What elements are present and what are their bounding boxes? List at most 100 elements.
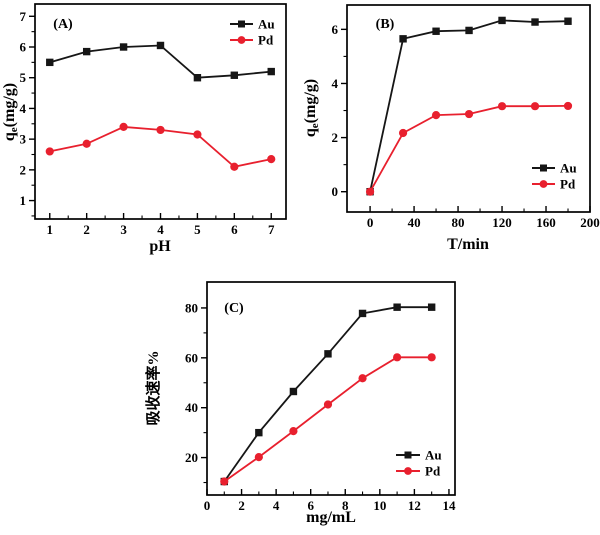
marker-square bbox=[82, 47, 91, 56]
marker-circle bbox=[497, 102, 507, 111]
marker-square bbox=[427, 303, 436, 311]
marker-circle bbox=[539, 180, 548, 188]
marker-square bbox=[238, 20, 245, 28]
x-tick-label: 40 bbox=[408, 215, 421, 230]
x-axis-label: pH bbox=[149, 238, 171, 255]
panel-label: (C) bbox=[224, 301, 244, 316]
marker-circle bbox=[464, 109, 474, 119]
y-axis-label: 吸收速率% bbox=[144, 350, 162, 425]
marker-square bbox=[230, 71, 239, 79]
chart-panel-a: 1 2 3 4 5 6 7 1 2 3 4 5 6 7 pH qe(mg/g) (A) Au Pd bbox=[0, 0, 300, 260]
marker-circle bbox=[230, 162, 239, 171]
marker-square bbox=[267, 67, 275, 76]
series-au bbox=[46, 41, 275, 82]
y-tick-label: 20 bbox=[185, 450, 198, 465]
y-tick-label: 5 bbox=[20, 70, 27, 85]
chart-panel-b: 0 40 80 120 160 200 0 2 4 6 T/min qe(mg/g) (B) Au Pd bbox=[300, 0, 600, 260]
y-axis-label: qe(mg/g) bbox=[1, 83, 20, 141]
axis-box bbox=[206, 281, 456, 496]
marker-circle bbox=[237, 36, 246, 44]
x-tick-label: 0 bbox=[204, 498, 211, 513]
tick-labels: 1 2 3 4 5 6 7 1 2 3 4 5 6 7 bbox=[20, 9, 275, 237]
marker-square bbox=[119, 43, 128, 51]
marker-circle bbox=[193, 130, 202, 139]
marker-circle bbox=[431, 111, 441, 120]
y-tick-label: 6 bbox=[20, 40, 27, 55]
y-tick-label: 4 bbox=[20, 101, 27, 116]
marker-circle bbox=[220, 477, 229, 486]
marker-square bbox=[404, 451, 412, 459]
marker-square bbox=[432, 27, 440, 35]
x-tick-label: 6 bbox=[307, 498, 314, 513]
series-au bbox=[366, 16, 572, 196]
x-tick-label: 200 bbox=[580, 215, 600, 230]
x-tick-label: 5 bbox=[194, 222, 201, 237]
y-tick-label: 60 bbox=[185, 350, 198, 365]
x-tick-label: 4 bbox=[273, 498, 280, 513]
series-pd bbox=[365, 101, 573, 196]
marker-circle bbox=[82, 139, 91, 148]
legend-label: Au bbox=[560, 161, 577, 176]
x-axis-label: mg/mL bbox=[306, 509, 356, 526]
x-tick-label: 12 bbox=[408, 498, 421, 513]
series-line bbox=[223, 356, 432, 483]
marker-circle bbox=[365, 187, 375, 196]
marker-square bbox=[540, 164, 547, 172]
x-tick-label: 0 bbox=[367, 215, 374, 230]
marker-square bbox=[255, 428, 263, 437]
series-line bbox=[369, 105, 569, 193]
x-tick-label: 14 bbox=[442, 498, 456, 513]
y-tick-label: 3 bbox=[20, 132, 27, 147]
legend-label: Pd bbox=[560, 177, 576, 192]
x-tick-label: 80 bbox=[452, 215, 465, 230]
axis-ticks bbox=[29, 15, 272, 219]
legend-label: Au bbox=[258, 17, 275, 32]
marker-circle bbox=[45, 147, 54, 156]
marker-square bbox=[193, 74, 202, 82]
y-tick-label: 2 bbox=[20, 162, 27, 177]
y-tick-label: 40 bbox=[185, 400, 198, 415]
marker-circle bbox=[404, 467, 412, 475]
x-tick-label: 3 bbox=[120, 222, 127, 237]
series-pd bbox=[220, 353, 436, 486]
y-tick-label: 7 bbox=[20, 9, 27, 24]
marker-circle bbox=[358, 374, 367, 383]
panel-label: (B) bbox=[376, 17, 395, 32]
y-tick-label: 80 bbox=[185, 300, 198, 315]
y-tick-label: 1 bbox=[20, 193, 27, 208]
y-tick-label: 4 bbox=[332, 76, 339, 91]
marker-circle bbox=[530, 102, 540, 111]
marker-circle bbox=[393, 353, 402, 362]
tick-labels: 0 40 80 120 160 200 0 2 4 6 bbox=[332, 22, 600, 230]
legend-label: Au bbox=[425, 448, 442, 463]
marker-square bbox=[465, 26, 473, 35]
marker-square bbox=[498, 16, 506, 25]
x-axis-label: T/min bbox=[447, 236, 489, 253]
marker-square bbox=[156, 41, 165, 50]
y-tick-label: 2 bbox=[332, 130, 339, 145]
x-tick-label: 6 bbox=[231, 222, 238, 237]
marker-circle bbox=[427, 353, 436, 362]
marker-square bbox=[358, 309, 367, 318]
axis-ticks bbox=[341, 28, 591, 212]
marker-square bbox=[289, 387, 298, 396]
marker-square bbox=[564, 17, 572, 25]
x-tick-label: 4 bbox=[157, 222, 164, 237]
marker-square bbox=[393, 303, 401, 311]
x-tick-label: 8 bbox=[342, 498, 349, 513]
axis-box bbox=[34, 3, 287, 220]
marker-circle bbox=[289, 427, 298, 436]
legend-label: Pd bbox=[258, 33, 274, 48]
tick-labels: 0 2 4 6 8 10 12 14 20 40 60 80 bbox=[185, 300, 456, 513]
x-tick-label: 7 bbox=[268, 222, 275, 237]
x-tick-label: 2 bbox=[238, 498, 245, 513]
y-axis-label: qe(mg/g) bbox=[302, 79, 321, 137]
marker-square bbox=[531, 18, 539, 26]
marker-circle bbox=[267, 155, 276, 164]
